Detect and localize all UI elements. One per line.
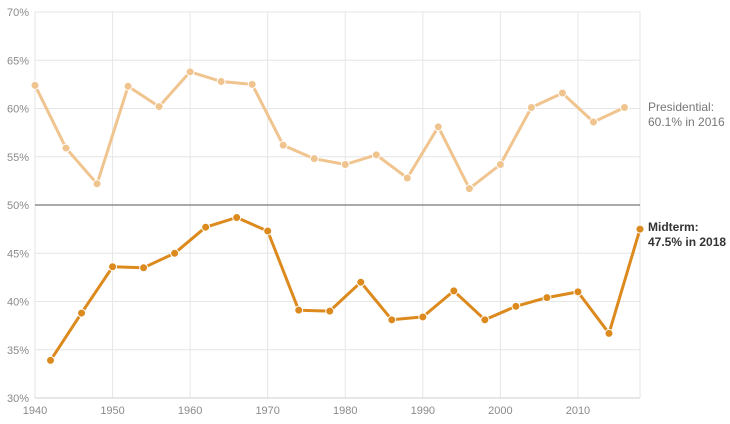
y-tick-label: 60% — [7, 104, 29, 116]
x-tick-label: 2000 — [488, 405, 512, 417]
presidential-point — [309, 154, 319, 164]
midterm-point — [387, 315, 397, 325]
series-layer — [30, 67, 645, 365]
midterm-point — [201, 222, 211, 232]
presidential-point — [588, 117, 598, 127]
y-tick-label: 55% — [7, 152, 29, 164]
y-tick-label: 40% — [7, 297, 29, 309]
presidential-line — [33, 70, 626, 191]
presidential-point — [433, 122, 443, 132]
midterm-point — [139, 263, 149, 273]
midterm-label-line1: Midterm: — [648, 220, 699, 234]
presidential-point — [216, 76, 226, 86]
x-tick-label: 1940 — [23, 405, 47, 417]
x-tick-label: 1970 — [255, 405, 279, 417]
presidential-point — [30, 80, 40, 90]
midterm-point — [294, 305, 304, 315]
presidential-point — [495, 159, 505, 169]
presidential-point — [154, 102, 164, 112]
presidential-point — [340, 159, 350, 169]
midterm-point — [356, 277, 366, 287]
presidential-point — [61, 143, 71, 153]
midterm-point — [573, 287, 583, 297]
midterm-point — [604, 328, 614, 338]
y-tick-label: 35% — [7, 345, 29, 357]
midterm-series-label: Midterm: 47.5% in 2018 — [648, 220, 726, 249]
presidential-label-line1: Presidential: — [648, 100, 714, 114]
presidential-point — [185, 67, 195, 77]
y-tick-label: 50% — [7, 200, 29, 212]
x-tick-label: 2010 — [566, 405, 590, 417]
midterm-point — [77, 308, 87, 318]
midterm-point — [263, 226, 273, 236]
midterm-point — [325, 306, 335, 316]
presidential-label-line2: 60.1% in 2016 — [648, 115, 725, 129]
presidential-point — [371, 150, 381, 160]
axes: 30% 35% 40% 45% 50% 55% 60% 65% 70% 1940 1950 1960 1… — [7, 7, 640, 417]
presidential-series-label: Presidential: 60.1% in 2016 — [648, 100, 725, 129]
midterm-point — [480, 315, 490, 325]
midterm-point — [170, 248, 180, 258]
presidential-point — [526, 103, 536, 113]
midterm-point — [511, 301, 521, 311]
midterm-point — [449, 286, 459, 296]
x-tick-label: 1960 — [178, 405, 202, 417]
midterm-label-line2: 47.5% in 2018 — [648, 235, 726, 249]
presidential-point — [123, 81, 133, 91]
midterm-point — [232, 213, 242, 223]
presidential-point — [247, 79, 257, 89]
midterm-point — [635, 224, 645, 234]
presidential-point — [92, 179, 102, 189]
presidential-point — [464, 184, 474, 194]
midterm-point — [418, 312, 428, 322]
y-tick-label: 65% — [7, 55, 29, 67]
midterm-point — [542, 293, 552, 303]
presidential-point — [619, 103, 629, 113]
midterm-line — [49, 216, 642, 362]
x-tick-label: 1980 — [333, 405, 357, 417]
midterm-point — [108, 262, 118, 272]
presidential-point — [557, 88, 567, 98]
x-tick-label: 1990 — [411, 405, 435, 417]
y-tick-label: 70% — [7, 7, 29, 19]
y-tick-label: 30% — [7, 393, 29, 405]
x-tick-label: 1950 — [100, 405, 124, 417]
midterm-point — [46, 355, 56, 365]
presidential-point — [402, 173, 412, 183]
presidential-point — [278, 140, 288, 150]
y-tick-label: 45% — [7, 248, 29, 260]
